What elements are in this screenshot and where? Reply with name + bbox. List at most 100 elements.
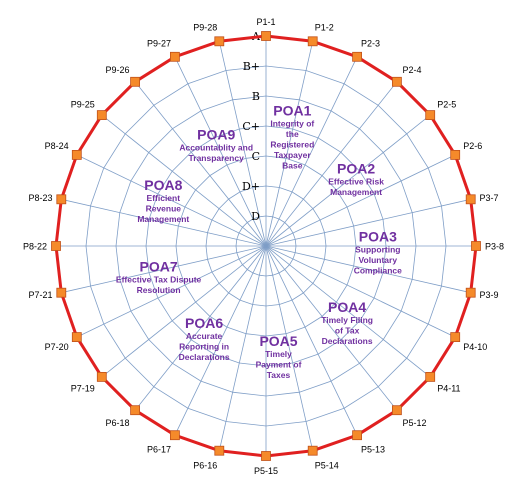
group-desc-poa9-1: Transparency [189,153,245,163]
group-code-poa1: POA1 [273,102,311,118]
spoke-P2-6 [265,154,456,247]
indicator-label-P1-2: P1-2 [315,23,334,33]
spoke-P9-25 [101,114,267,247]
group-desc-poa3-2: Compliance [354,266,402,276]
spoke-P9-27 [174,56,267,247]
indicator-label-P9-27: P9-27 [147,39,171,49]
group-code-poa8: POA8 [144,177,182,193]
spoke-P7-20 [76,245,267,338]
indicator-label-P6-18: P6-18 [105,418,129,428]
level-label-4: B [252,90,260,103]
point-marker-P6-17 [169,430,180,441]
group-desc-poa7-0: Effective Tax Dispute [116,275,202,285]
spoke-P9-28 [218,41,267,247]
point-marker-P9-26 [130,76,141,87]
group-code-poa6: POA6 [185,315,223,331]
point-marker-P9-25 [96,110,107,120]
indicator-label-P6-16: P6-16 [193,461,217,471]
point-marker-P7-20 [71,332,82,343]
spoke-P6-18 [134,245,267,411]
point-marker-P3-9 [465,287,476,298]
indicator-label-P8-22: P8-22 [23,242,47,252]
group-desc-poa5-2: Taxes [267,370,291,380]
point-marker-P3-8 [471,241,481,251]
indicator-label-P2-5: P2-5 [437,100,456,110]
indicator-label-P2-3: P2-3 [361,39,380,49]
point-marker-P6-16 [214,445,225,456]
level-label-5: B+ [243,60,260,73]
indicator-label-P5-15: P5-15 [254,466,278,476]
point-marker-P2-3 [352,51,363,62]
point-marker-P9-28 [214,36,225,47]
point-marker-P5-12 [391,405,402,416]
indicator-label-P4-11: P4-11 [437,384,460,394]
point-marker-P6-18 [130,405,141,416]
point-marker-P5-15 [261,451,271,461]
indicator-label-P5-13: P5-13 [361,444,385,454]
point-marker-P7-19 [96,371,107,382]
group-code-poa9: POA9 [197,127,235,143]
spoke-P6-16 [218,245,267,451]
indicator-label-P7-21: P7-21 [28,290,52,300]
spoke-P2-4 [265,81,398,247]
level-label-2: C [252,150,260,163]
spoke-P5-12 [265,245,398,411]
point-marker-P4-10 [450,332,461,343]
group-desc-poa1-3: Taxpayer [274,150,311,160]
indicator-label-P8-24: P8-24 [45,141,69,151]
spoke-P1-2 [265,41,314,247]
group-desc-poa5-1: Payment of [256,360,302,370]
group-desc-poa6-2: Declarations [179,352,230,362]
group-desc-poa7-1: Resolution [137,285,181,295]
group-desc-poa6-1: Reporting in [179,342,229,352]
group-desc-poa3-1: Voluntary [359,255,398,265]
point-marker-P8-24 [71,149,82,160]
point-marker-P9-27 [169,51,180,62]
indicator-label-P4-10: P4-10 [463,342,487,352]
group-desc-poa1-4: Base [282,160,303,170]
group-desc-poa1-0: Integrity of [270,118,314,128]
level-label-3: C+ [242,120,260,133]
point-marker-P8-23 [56,194,67,205]
spoke-P5-13 [265,245,358,436]
indicator-label-P9-28: P9-28 [193,23,217,33]
spoke-P8-24 [76,154,267,247]
group-desc-poa5-0: Timely [265,349,292,359]
spoke-P4-11 [265,245,431,378]
point-marker-P4-11 [425,371,436,382]
spoke-P3-7 [265,198,471,247]
group-code-poa4: POA4 [328,299,366,315]
point-marker-P8-22 [51,241,61,251]
radar-grid [55,35,477,457]
level-label-0: D [251,210,260,223]
point-marker-P2-4 [391,76,402,87]
level-label-1: D+ [242,180,260,193]
indicator-label-P7-19: P7-19 [71,384,95,394]
indicator-label-P1-1: P1-1 [256,17,275,27]
spoke-P7-21 [61,245,267,294]
spoke-P3-9 [265,245,471,294]
spoke-P9-26 [134,81,267,247]
indicator-label-P7-20: P7-20 [45,342,69,352]
indicator-label-P9-25: P9-25 [71,100,95,110]
indicator-label-P2-6: P2-6 [463,141,482,151]
group-desc-poa8-1: Revenue [146,204,182,214]
spoke-P4-10 [265,245,456,338]
indicator-label-P9-26: P9-26 [105,65,129,75]
point-marker-P5-13 [352,430,363,441]
group-desc-poa8-0: Efficient [147,193,181,203]
group-desc-poa6-0: Accurate [186,331,223,341]
spoke-P2-5 [265,114,431,247]
point-marker-P1-2 [307,36,318,47]
point-marker-P5-14 [307,445,318,456]
group-code-poa7: POA7 [140,259,178,275]
point-marker-P1-1 [261,31,271,41]
point-marker-P7-21 [56,287,67,298]
group-desc-poa2-1: Management [330,187,382,197]
indicator-labels: P1-1 P1-2 P2-3 P2-4 P2-5 P2-6 P3-7 P3-8 P3-9 P4-1… [23,17,504,476]
indicator-label-P5-12: P5-12 [403,418,427,428]
group-desc-poa4-0: Timely Filing [321,315,373,325]
point-marker-P2-6 [450,149,461,160]
group-desc-poa4-2: Declarations [322,336,373,346]
